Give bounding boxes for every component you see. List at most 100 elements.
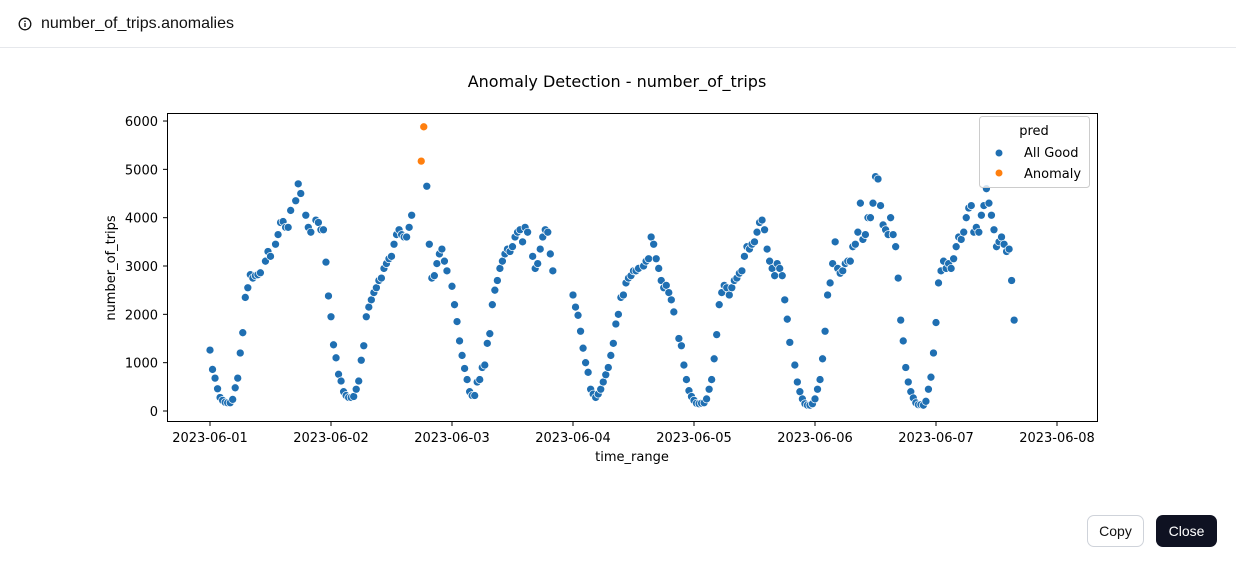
all-good-point xyxy=(654,264,664,273)
all-good-point xyxy=(598,377,608,387)
all-good-point xyxy=(813,384,822,394)
all-good-point xyxy=(924,384,933,394)
all-good-point xyxy=(205,345,215,355)
all-good-point xyxy=(921,396,931,406)
x-tick-label: 2023-06-05 xyxy=(656,431,732,446)
all-good-point xyxy=(934,278,943,288)
all-good-point xyxy=(790,360,800,370)
all-good-point xyxy=(866,213,875,223)
all-good-point xyxy=(886,213,895,223)
all-good-point xyxy=(230,383,240,393)
all-good-point xyxy=(702,394,711,404)
all-good-point xyxy=(974,227,984,237)
all-good-point xyxy=(228,395,238,404)
all-good-point xyxy=(861,230,870,239)
all-good-point xyxy=(377,273,386,283)
all-good-point xyxy=(770,271,780,281)
all-good-point xyxy=(407,210,417,220)
chart-title: Anomaly Detection - number_of_trips xyxy=(468,72,767,92)
all-good-point xyxy=(785,338,795,347)
all-good-point xyxy=(780,295,790,305)
x-tick-label: 2023-06-02 xyxy=(293,431,369,446)
all-good-point xyxy=(440,256,449,266)
all-good-point xyxy=(296,189,306,198)
legend-marker-anomaly xyxy=(995,169,1003,177)
all-good-point xyxy=(1007,276,1016,285)
all-good-point xyxy=(951,242,961,252)
all-good-point xyxy=(752,227,762,237)
all-good-point xyxy=(523,227,532,237)
all-good-point xyxy=(984,198,994,208)
all-good-point xyxy=(543,227,553,237)
all-good-point xyxy=(583,367,593,377)
close-button[interactable]: Close xyxy=(1156,515,1217,547)
all-good-point xyxy=(324,291,333,301)
all-good-point xyxy=(820,326,830,336)
all-good-point xyxy=(608,338,618,348)
all-good-point xyxy=(576,326,585,336)
all-good-point xyxy=(354,376,364,386)
all-good-point xyxy=(321,257,331,267)
all-good-point xyxy=(462,375,472,384)
all-good-point xyxy=(868,198,878,208)
all-good-point xyxy=(823,290,832,300)
all-good-point xyxy=(326,312,336,322)
copy-button[interactable]: Copy xyxy=(1087,515,1144,547)
all-good-point xyxy=(266,251,275,261)
x-tick-label: 2023-06-03 xyxy=(414,431,490,446)
y-tick-label: 2000 xyxy=(125,308,158,323)
all-good-point xyxy=(389,239,399,249)
all-good-point xyxy=(651,254,661,264)
all-good-point xyxy=(619,290,628,300)
all-good-point xyxy=(601,370,611,380)
all-good-point xyxy=(949,254,958,264)
all-good-point xyxy=(482,338,492,348)
all-good-point xyxy=(644,254,653,264)
all-good-point xyxy=(437,244,447,254)
all-good-point xyxy=(903,377,913,387)
all-good-point xyxy=(528,251,538,261)
all-good-point xyxy=(548,266,558,276)
all-good-point xyxy=(457,351,467,360)
all-good-point xyxy=(775,264,785,273)
all-good-point xyxy=(682,375,691,384)
y-axis-label: number_of_trips xyxy=(104,215,119,321)
x-axis: 2023-06-01 2023-06-02 2023-06-03 2023-06-04… xyxy=(172,422,1095,446)
all-good-point xyxy=(762,244,772,254)
legend: pred All Good Anomaly xyxy=(979,116,1090,188)
all-good-point xyxy=(669,307,679,317)
all-good-point xyxy=(573,310,583,320)
all-good-point xyxy=(750,237,759,247)
legend-box xyxy=(979,116,1090,188)
all-good-point xyxy=(614,309,623,319)
all-good-point xyxy=(518,237,527,247)
all-good-point xyxy=(1004,244,1014,254)
all-good-point xyxy=(815,375,825,384)
all-good-point xyxy=(989,225,999,235)
all-good-point xyxy=(442,266,452,276)
anomaly-scatter-chart: Anomaly Detection - number_of_trips 0 100… xyxy=(104,72,1098,465)
all-good-point xyxy=(1009,315,1019,325)
all-good-point xyxy=(533,259,543,268)
all-good-point xyxy=(737,266,747,276)
legend-label-anomaly: Anomaly xyxy=(1024,167,1081,182)
all-good-point xyxy=(235,348,245,358)
all-good-point xyxy=(422,181,432,191)
all-good-point xyxy=(208,365,217,374)
all-good-point xyxy=(898,336,908,346)
all-good-point xyxy=(291,196,301,206)
all-good-point xyxy=(470,391,480,400)
all-good-point xyxy=(666,295,676,305)
all-good-point xyxy=(850,239,860,249)
data-points xyxy=(205,122,1019,410)
all-good-point xyxy=(581,358,590,368)
all-good-point xyxy=(606,351,616,360)
all-good-point xyxy=(487,300,497,310)
all-good-point xyxy=(402,232,411,242)
all-good-point xyxy=(876,201,885,210)
x-tick-label: 2023-06-04 xyxy=(535,431,611,446)
all-good-point xyxy=(825,278,835,288)
all-good-point xyxy=(545,249,555,259)
all-good-point xyxy=(818,354,827,364)
y-tick-label: 3000 xyxy=(125,260,158,275)
